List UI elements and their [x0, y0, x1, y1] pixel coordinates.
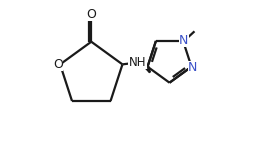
Text: O: O — [53, 58, 63, 71]
Text: NH: NH — [128, 56, 146, 69]
Text: N: N — [188, 61, 197, 74]
Text: N: N — [179, 34, 189, 46]
Text: O: O — [86, 8, 96, 21]
